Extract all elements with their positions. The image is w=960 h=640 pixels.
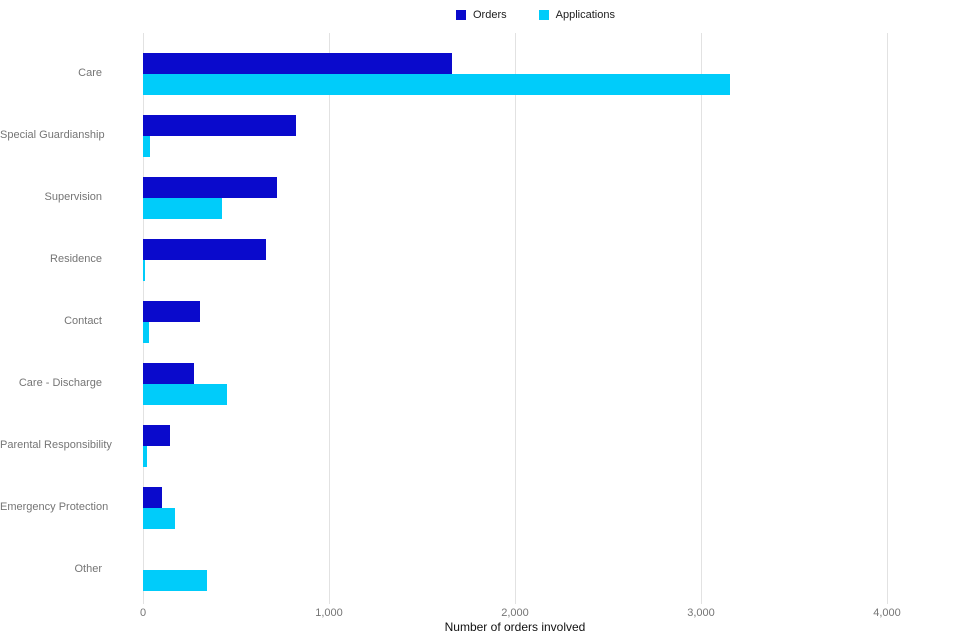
category-label: Special Guardianship <box>0 129 105 141</box>
x-tick-label: 0 <box>139 607 147 619</box>
bar-orders-emergency-protection[interactable] <box>143 486 162 508</box>
bar-applications-residence[interactable] <box>143 259 145 281</box>
bar-orders-parental-responsibility[interactable] <box>143 424 170 446</box>
bar-orders-contact[interactable] <box>143 300 200 322</box>
gridline-1,000 <box>329 33 330 604</box>
category-label: Care - Discharge <box>18 377 102 389</box>
legend-item-orders[interactable]: Orders <box>456 9 507 21</box>
bar-orders-care-discharge[interactable] <box>143 362 195 384</box>
bar-orders-care[interactable] <box>143 52 452 74</box>
category-label: Emergency Protection <box>0 501 109 513</box>
bar-orders-supervision[interactable] <box>143 176 277 198</box>
x-tick-label: 1,000 <box>315 607 343 619</box>
bar-applications-care-discharge[interactable] <box>143 383 227 405</box>
legend: Orders Applications <box>456 9 615 21</box>
gridline-3,000 <box>701 33 702 604</box>
category-label: Care <box>78 67 102 79</box>
gridline-2,000 <box>515 33 516 604</box>
bar-applications-other[interactable] <box>143 569 208 591</box>
orders-swatch-icon <box>456 10 466 20</box>
x-tick-label: 2,000 <box>501 607 529 619</box>
legend-label-orders: Orders <box>473 9 507 21</box>
category-label: Supervision <box>44 191 102 203</box>
legend-item-applications[interactable]: Applications <box>538 9 615 21</box>
bar-applications-contact[interactable] <box>143 321 149 343</box>
bar-orders-residence[interactable] <box>143 238 266 260</box>
category-label: Contact <box>64 315 102 327</box>
bar-applications-care[interactable] <box>143 73 730 95</box>
category-label: Parental Responsibility <box>0 439 112 451</box>
x-tick-label: 4,000 <box>873 607 901 619</box>
x-axis-title: Number of orders involved <box>444 620 586 634</box>
gridline-4,000 <box>887 33 888 604</box>
legend-label-applications: Applications <box>555 9 615 21</box>
bar-orders-special-guardianship[interactable] <box>143 114 296 136</box>
bar-applications-emergency-protection[interactable] <box>143 507 175 529</box>
bar-applications-supervision[interactable] <box>143 197 223 219</box>
bar-applications-special-guardianship[interactable] <box>143 135 150 157</box>
bar-applications-parental-responsibility[interactable] <box>143 445 147 467</box>
x-tick-label: 3,000 <box>687 607 715 619</box>
category-label: Other <box>74 563 102 575</box>
category-label: Residence <box>50 253 102 265</box>
applications-swatch-icon <box>538 10 549 20</box>
